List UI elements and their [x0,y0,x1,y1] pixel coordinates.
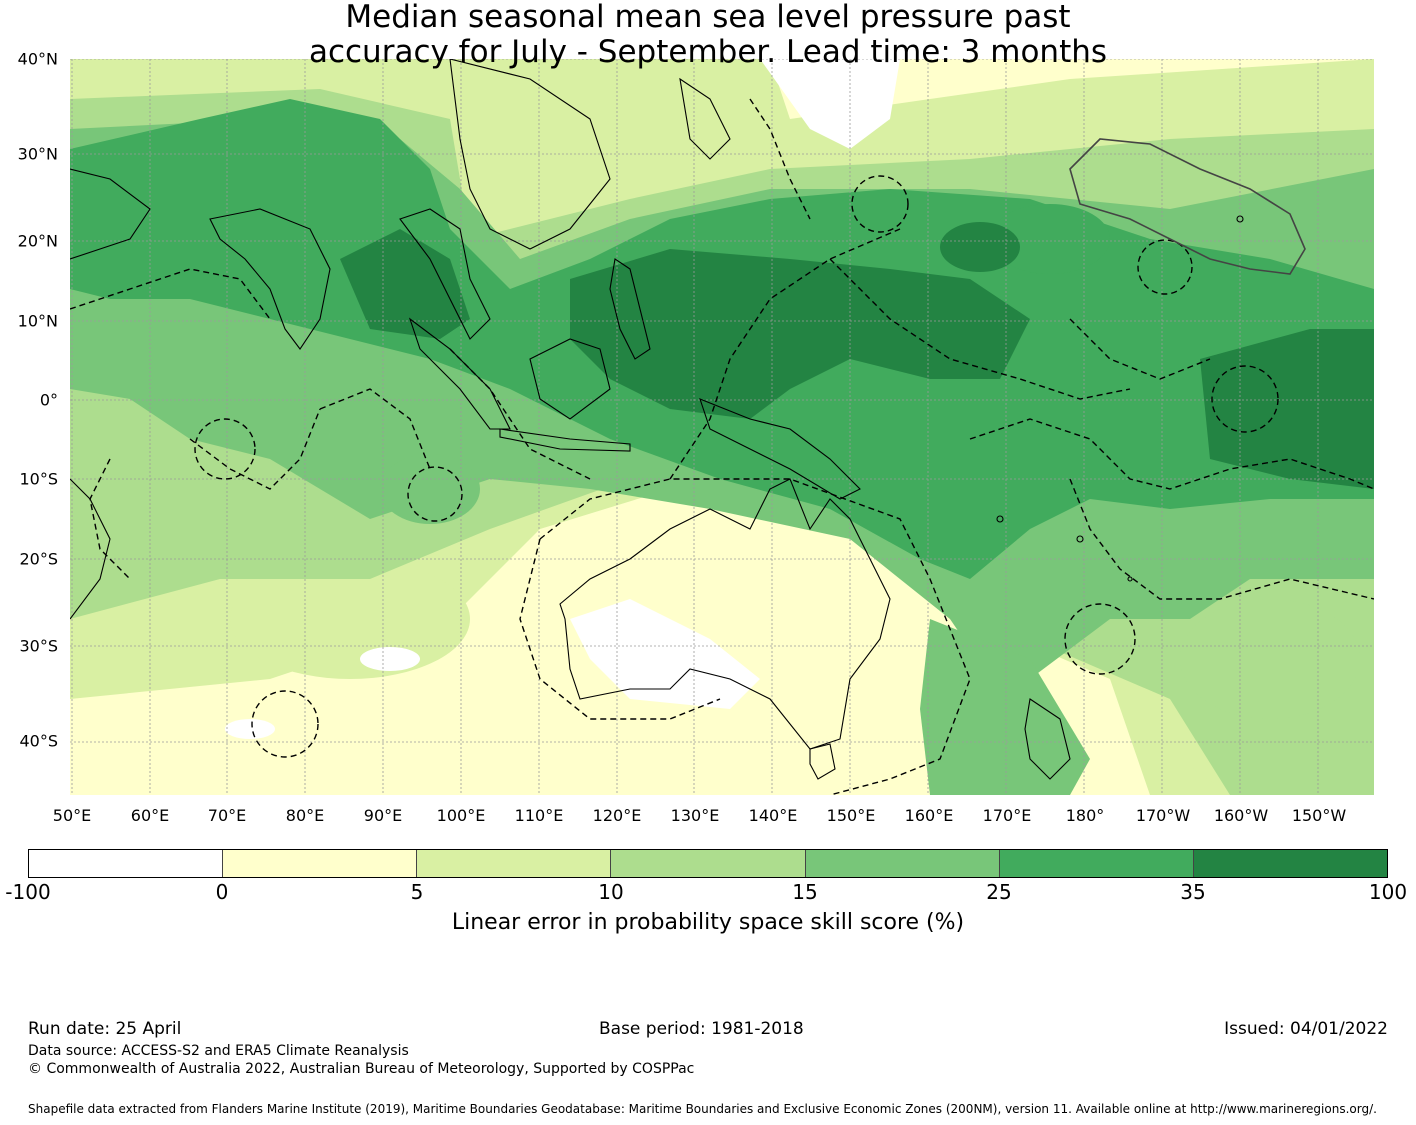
lon-label-110e: 110°E [514,806,564,825]
copyright: © Commonwealth of Australia 2022, Austra… [28,1061,695,1077]
title-line-2: accuracy for July - September. Lead time… [308,34,1108,70]
lon-label-130e: 130°E [670,806,720,825]
colorbar-tick: 25 [986,880,1012,904]
lon-label-70e: 70°E [207,806,247,825]
lat-label-10s: 10°S [19,469,58,489]
lat-label-20n: 20°N [17,231,58,251]
lon-label-90e: 90°E [363,806,403,825]
lon-label-170w: 170°W [1135,806,1191,825]
colorbar-tick: 15 [792,880,818,904]
lon-label-160w: 160°W [1213,806,1269,825]
lon-label-100e: 100°E [436,806,486,825]
skill-negative-areas [225,59,900,739]
colorbar [28,849,1388,878]
papahanaumokuakea-outline [1069,138,1306,275]
issued-date: Issued: 04/01/2022 [1224,1019,1388,1039]
colorbar-segment [29,850,224,877]
colorbar-tick: 100 [1368,880,1408,904]
skill-map [70,59,1374,795]
shapefile-credit: Shapefile data extracted from Flanders M… [28,1102,1377,1116]
map-title: Median seasonal mean sea level pressure … [0,0,1416,70]
lat-label-30n: 30°N [17,144,58,164]
lat-label-40n: 40°N [17,49,58,69]
data-source: Data source: ACCESS-S2 and ERA5 Climate … [28,1043,409,1059]
lon-label-150w: 150°W [1291,806,1347,825]
colorbar-segment [223,850,418,877]
colorbar-tick: -100 [5,880,51,904]
lon-label-80e: 80°E [285,806,325,825]
lon-label-160e: 160°E [904,806,954,825]
colorbar-tick: 5 [410,880,424,904]
base-period: Base period: 1981-2018 [599,1019,804,1039]
lat-label-0: 0° [39,390,58,410]
colorbar-segment [999,850,1194,877]
lon-label-150e: 150°E [826,806,876,825]
lon-label-180: 180° [1065,806,1105,825]
eez-boundaries [70,98,1374,795]
colorbar-label: Linear error in probability space skill … [451,910,965,935]
colorbar-segment [805,850,1000,877]
title-line-1: Median seasonal mean sea level pressure … [345,0,1071,35]
skill-map-canvas [70,59,1374,795]
lon-label-140e: 140°E [748,806,798,825]
colorbar-segment [611,850,806,877]
lon-label-120e: 120°E [592,806,642,825]
coastlines [70,59,1244,780]
colorbar-segment [1193,850,1387,877]
lon-label-170e: 170°E [982,806,1032,825]
colorbar-tick: 0 [215,880,229,904]
run-date: Run date: 25 April [28,1019,182,1039]
gridlines [70,59,1374,795]
lon-label-60e: 60°E [130,806,170,825]
lat-label-40s: 40°S [19,731,58,751]
skill-band-35-100 [340,222,1374,489]
colorbar-segment [417,850,612,877]
colorbar-tick: 35 [1180,880,1206,904]
lat-label-30s: 30°S [19,636,58,656]
lat-label-20s: 20°S [19,549,58,569]
colorbar-tick: 10 [598,880,624,904]
lat-label-10n: 10°N [17,311,58,331]
lon-label-50e: 50°E [52,806,92,825]
